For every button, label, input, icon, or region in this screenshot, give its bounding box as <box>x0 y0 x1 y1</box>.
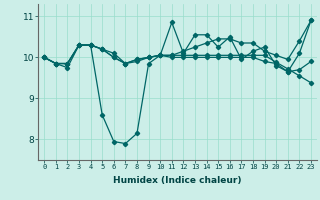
X-axis label: Humidex (Indice chaleur): Humidex (Indice chaleur) <box>113 176 242 185</box>
